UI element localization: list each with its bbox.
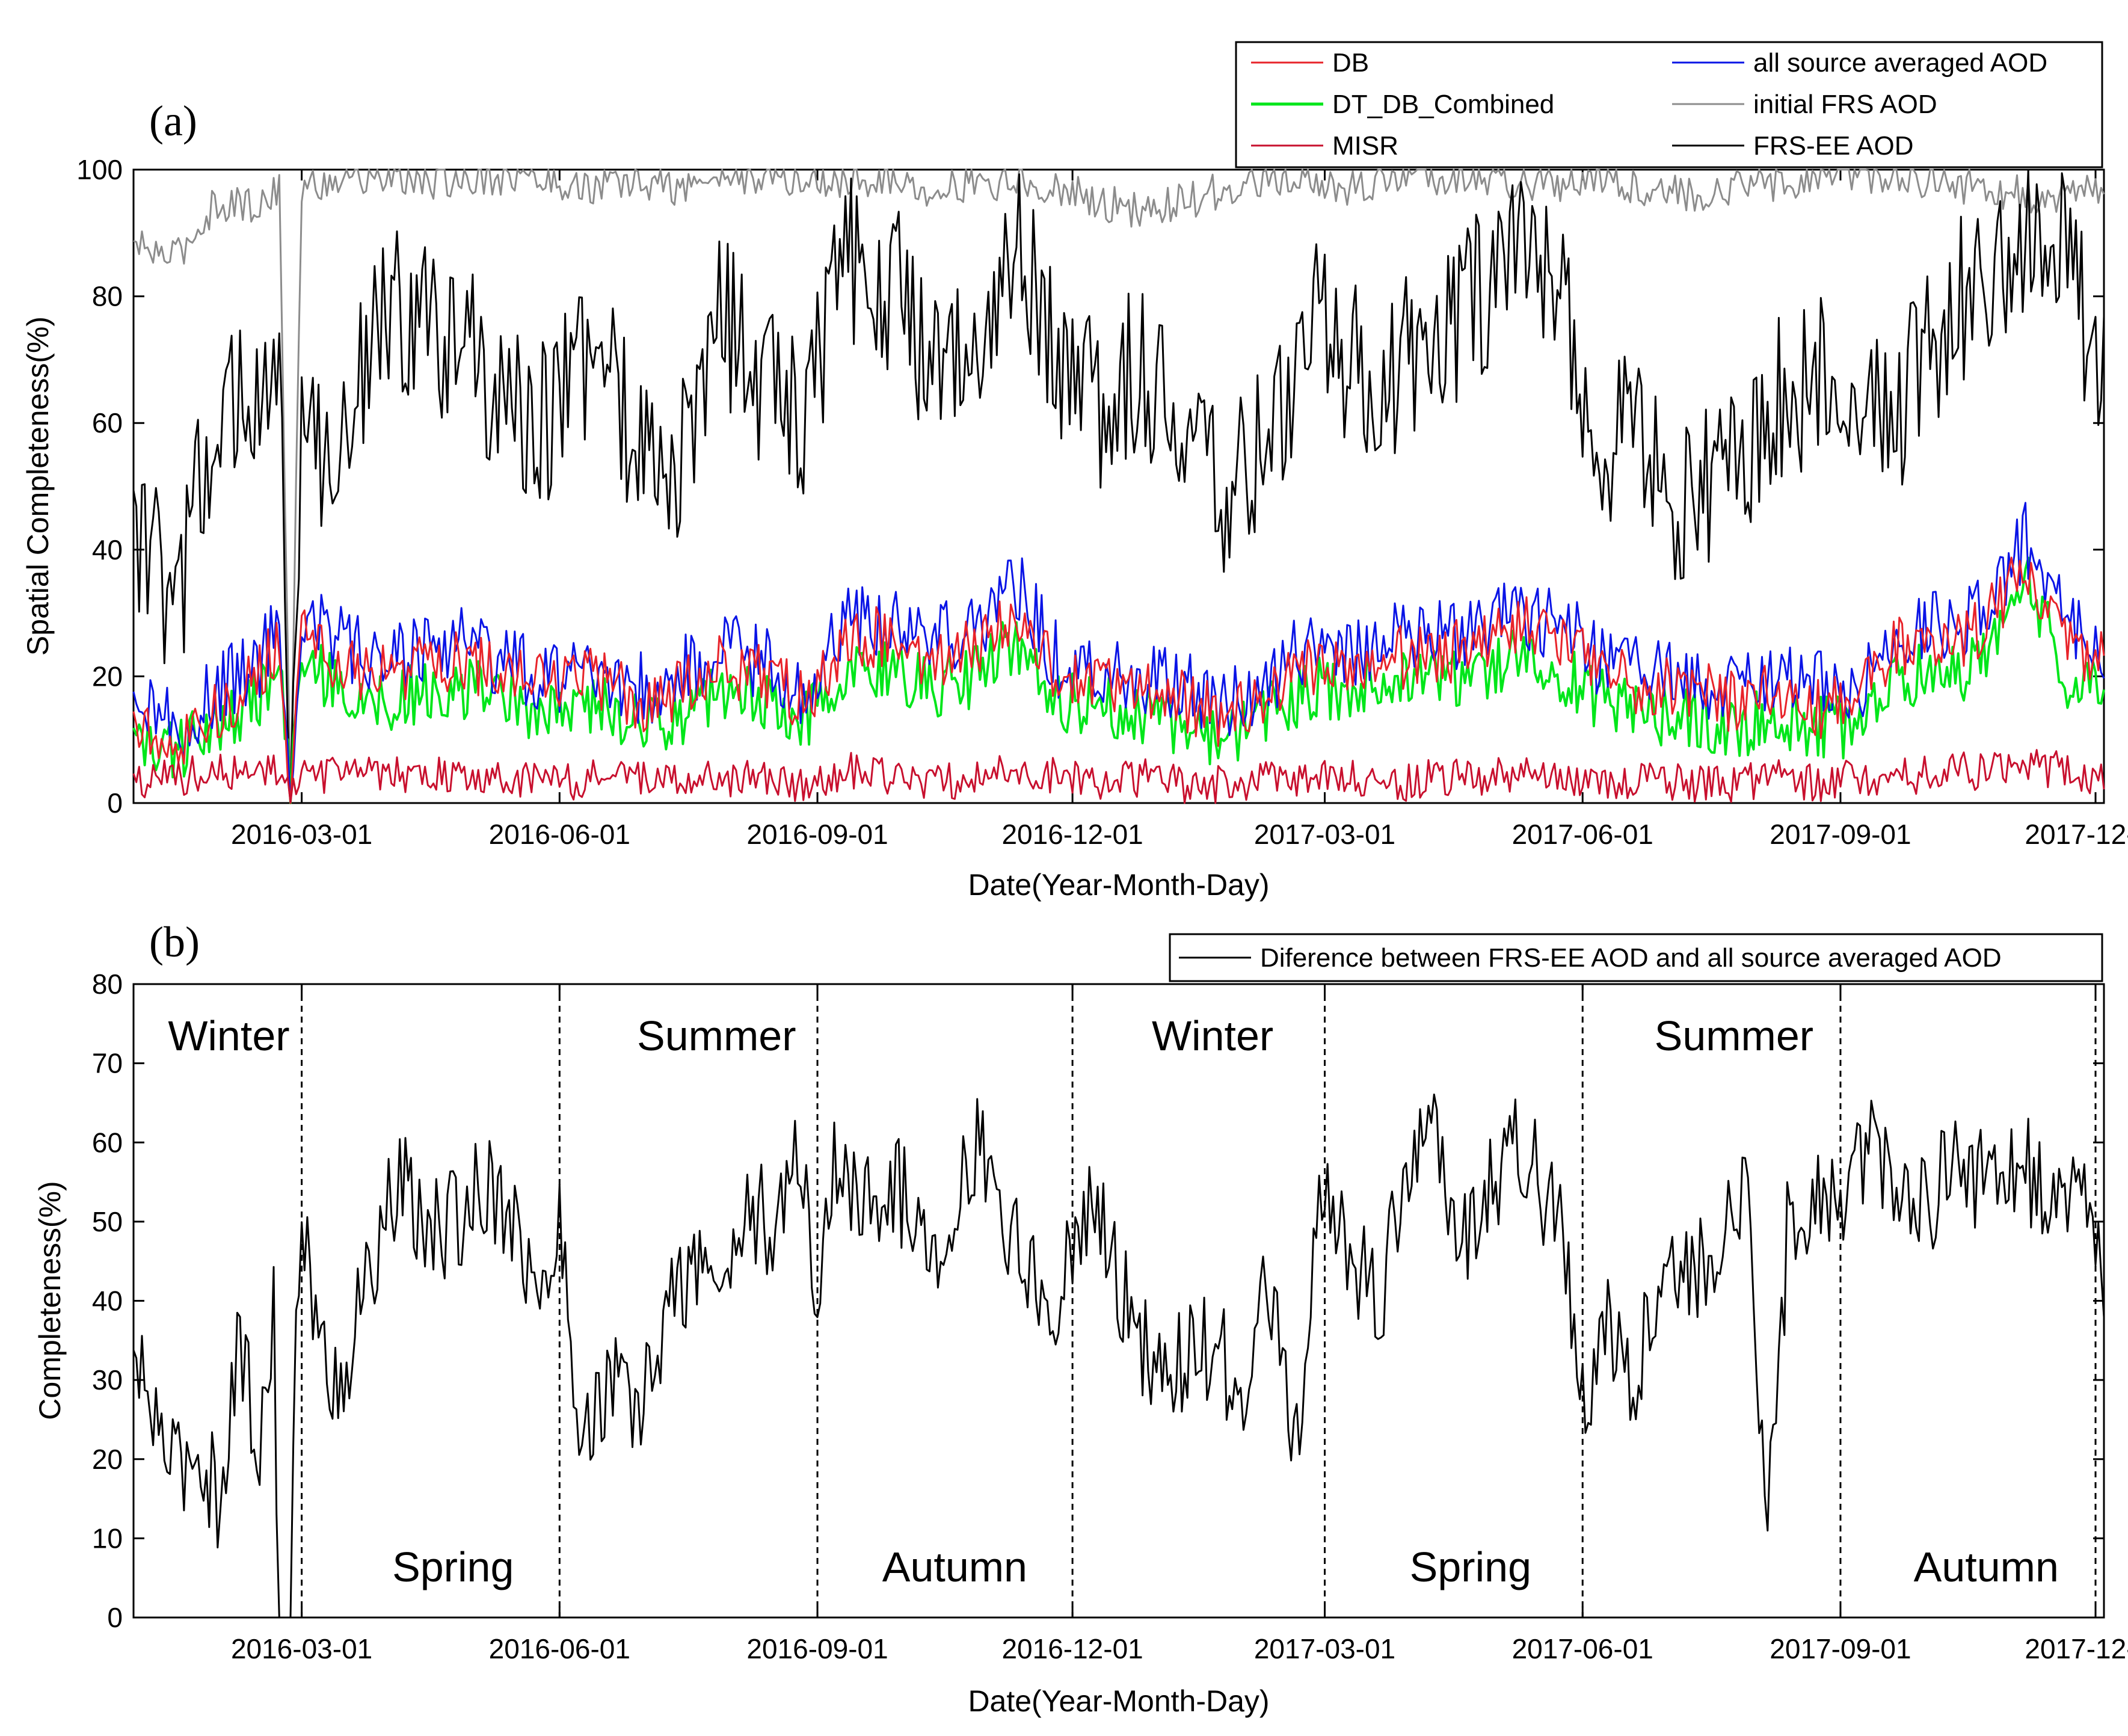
panel-b-x-tick-label: 2016-09-01 (746, 1633, 888, 1664)
season-label-winter: Winter (168, 1012, 289, 1059)
panel-a-series (132, 168, 2105, 804)
panel-b-series-diference-between-frs-ee-aod-and-all-source-averaged-aod (132, 1094, 2105, 1619)
panel-b: (b) 0 10 20 30 40 50 60 70 80 2016-03-01 2016-06-0… (33, 918, 2128, 1718)
panel-b-y-tick-label: 0 (107, 1602, 123, 1633)
panel-a-y-tick-label: 60 (92, 407, 123, 439)
panel-a: (a) 0 20 40 60 80 100 2016-03-01 2016-06-01 2016… (21, 41, 2128, 902)
panel-a-y-tick-label: 20 (92, 660, 123, 692)
panel-a-x-tick-label: 2017-09-01 (1770, 819, 1911, 850)
panel-a-axes: 0 20 40 60 80 100 2016-03-01 2016-06-01 2016-09-… (76, 154, 2128, 850)
panel-a-series-db (132, 556, 2105, 804)
panel-b-y-tick-label: 10 (92, 1522, 123, 1554)
season-label-spring: Spring (1410, 1544, 1531, 1590)
legend-label-difference: Diference between FRS-EE AOD and all sou… (1260, 943, 2002, 973)
panel-b-y-tick-label: 60 (92, 1127, 123, 1158)
panel-b-x-tick-label: 2016-06-01 (489, 1633, 630, 1664)
panel-b-legend: Diference between FRS-EE AOD and all sou… (1169, 933, 2103, 982)
panel-b-plot-area (132, 983, 2105, 1619)
panel-b-y-tick-label: 40 (92, 1285, 123, 1317)
panel-b-x-tick-label: 2017-03-01 (1254, 1633, 1395, 1664)
panel-a-series-frs-ee-aod (132, 168, 2105, 804)
panel-a-legend: DB DT_DB_Combined MISR all source averag… (1235, 41, 2103, 168)
panel-b-y-tick-label: 20 (92, 1444, 123, 1475)
panel-a-x-tick-label: 2016-12-01 (1001, 819, 1143, 850)
panel-a-x-tick-label: 2016-06-01 (489, 819, 630, 850)
panel-b-series (132, 1094, 2105, 1619)
panel-b-x-tick-label: 2017-06-01 (1512, 1633, 1653, 1664)
season-label-summer: Summer (637, 1012, 796, 1059)
legend-label-frs-ee: FRS-EE AOD (1753, 131, 1914, 161)
panel-a-x-tick-label: 2017-03-01 (1254, 819, 1395, 850)
panel-b-y-tick-label: 30 (92, 1364, 123, 1396)
legend-label-initial-frs: initial FRS AOD (1753, 90, 1937, 119)
panel-b-y-tick-label: 80 (92, 968, 123, 1000)
panel-b-x-axis-title: Date(Year-Month-Day) (968, 1684, 1269, 1718)
season-label-winter: Winter (1152, 1012, 1273, 1059)
panel-a-y-tick-label: 40 (92, 534, 123, 565)
panel-a-x-tick-label: 2016-09-01 (746, 819, 888, 850)
panel-b-season-labels: Winter Spring Summer Autumn Winter Spring Summ… (168, 1012, 2059, 1590)
panel-b-axes: 0 10 20 30 40 50 60 70 80 2016-03-01 2016-06-01 201… (92, 968, 2128, 1664)
season-label-summer: Summer (1655, 1012, 1813, 1059)
panel-a-x-tick-label: 2017-12-01 (2025, 819, 2128, 850)
panel-a-label: (a) (149, 97, 197, 145)
panel-a-series-initial-frs-aod (133, 168, 2105, 804)
panel-a-x-tick-label: 2017-06-01 (1512, 819, 1653, 850)
legend-label-db: DB (1332, 48, 1369, 78)
panel-b-x-tick-label: 2017-12-01 (2025, 1633, 2128, 1664)
panel-b-y-tick-label: 50 (92, 1206, 123, 1237)
panel-a-y-axis-title: Spatial Completeness(%) (21, 316, 55, 656)
panel-a-legend-box (1235, 41, 2103, 168)
panel-a-series-misr (132, 749, 2105, 804)
panel-b-x-tick-label: 2016-12-01 (1001, 1633, 1143, 1664)
season-label-autumn: Autumn (882, 1544, 1027, 1590)
panel-b-legend-box (1169, 933, 2103, 982)
panel-a-y-tick-label: 100 (76, 154, 123, 185)
panel-b-label: (b) (149, 918, 200, 966)
panel-b-x-tick-label: 2017-09-01 (1770, 1633, 1911, 1664)
season-label-autumn: Autumn (1914, 1544, 2059, 1590)
panel-a-y-tick-label: 0 (107, 787, 123, 819)
legend-label-all-source: all source averaged AOD (1753, 48, 2047, 78)
legend-label-misr: MISR (1332, 131, 1398, 161)
panel-a-x-axis-title: Date(Year-Month-Day) (968, 868, 1269, 902)
panel-a-series-all-source-averaged-aod (132, 502, 2105, 804)
season-label-spring: Spring (392, 1544, 514, 1590)
panel-b-y-tick-label: 70 (92, 1048, 123, 1079)
panel-a-x-tick-label: 2016-03-01 (231, 819, 372, 850)
legend-label-dt-db-combined: DT_DB_Combined (1332, 90, 1554, 119)
panel-b-x-tick-label: 2016-03-01 (231, 1633, 372, 1664)
panel-a-y-tick-label: 80 (92, 281, 123, 312)
panel-b-y-axis-title: Completeness(%) (33, 1181, 67, 1420)
panel-b-season-dividers (301, 984, 2097, 1617)
